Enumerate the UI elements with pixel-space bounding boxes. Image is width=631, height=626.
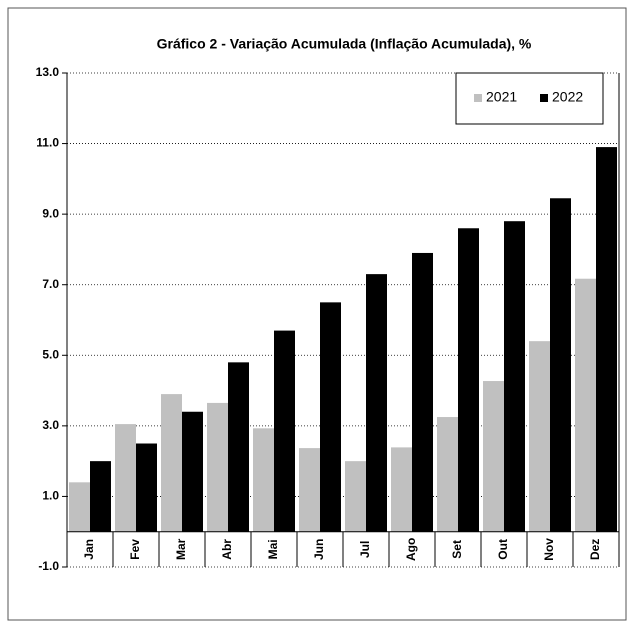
y-tick-label: 5.0 xyxy=(42,347,59,361)
x-tick-label: Mar xyxy=(174,538,188,560)
bar xyxy=(228,362,249,532)
bar xyxy=(412,252,433,532)
bar xyxy=(207,402,228,532)
x-tick-label: Jul xyxy=(358,541,372,558)
x-tick-label: Abr xyxy=(220,539,234,560)
bar xyxy=(136,443,157,532)
x-tick-label: Out xyxy=(496,539,510,560)
bar xyxy=(161,394,182,532)
x-tick-label: Jun xyxy=(312,539,326,560)
y-tick-label: 3.0 xyxy=(42,418,59,432)
bar xyxy=(182,411,203,532)
bar xyxy=(299,448,320,532)
x-tick-label: Dez xyxy=(588,539,602,560)
bar xyxy=(90,461,111,532)
bar xyxy=(345,461,366,532)
legend-label: 2021 xyxy=(486,89,517,105)
bar xyxy=(320,302,341,532)
chart-title: Gráfico 2 - Variação Acumulada (Inflação… xyxy=(157,36,532,52)
bar xyxy=(115,424,136,532)
bar xyxy=(504,221,525,532)
x-tick-label: Fev xyxy=(128,539,142,560)
y-tick-label: 7.0 xyxy=(42,277,59,291)
bar xyxy=(366,274,387,532)
x-tick-label: Ago xyxy=(404,538,418,561)
legend-label: 2022 xyxy=(552,89,583,105)
bar xyxy=(253,428,274,532)
bar xyxy=(437,417,458,532)
y-tick-label: 1.0 xyxy=(42,489,59,503)
bar xyxy=(69,482,90,532)
y-tick-label: 13.0 xyxy=(36,65,60,79)
x-tick-label: Mai xyxy=(266,539,280,559)
legend-swatch xyxy=(474,94,482,102)
bar xyxy=(596,147,617,532)
bar xyxy=(391,447,412,532)
bar xyxy=(550,198,571,532)
x-tick-label: Nov xyxy=(542,538,556,561)
legend-swatch xyxy=(540,94,548,102)
x-tick-label: Jan xyxy=(82,539,96,560)
y-tick-label: -1.0 xyxy=(38,559,59,573)
x-tick-label: Set xyxy=(450,540,464,559)
bar xyxy=(274,330,295,532)
bar xyxy=(575,278,596,532)
bar xyxy=(529,341,550,532)
bar xyxy=(483,381,504,532)
y-tick-label: 11.0 xyxy=(36,136,59,150)
bar xyxy=(458,228,479,532)
y-tick-label: 9.0 xyxy=(42,206,59,220)
